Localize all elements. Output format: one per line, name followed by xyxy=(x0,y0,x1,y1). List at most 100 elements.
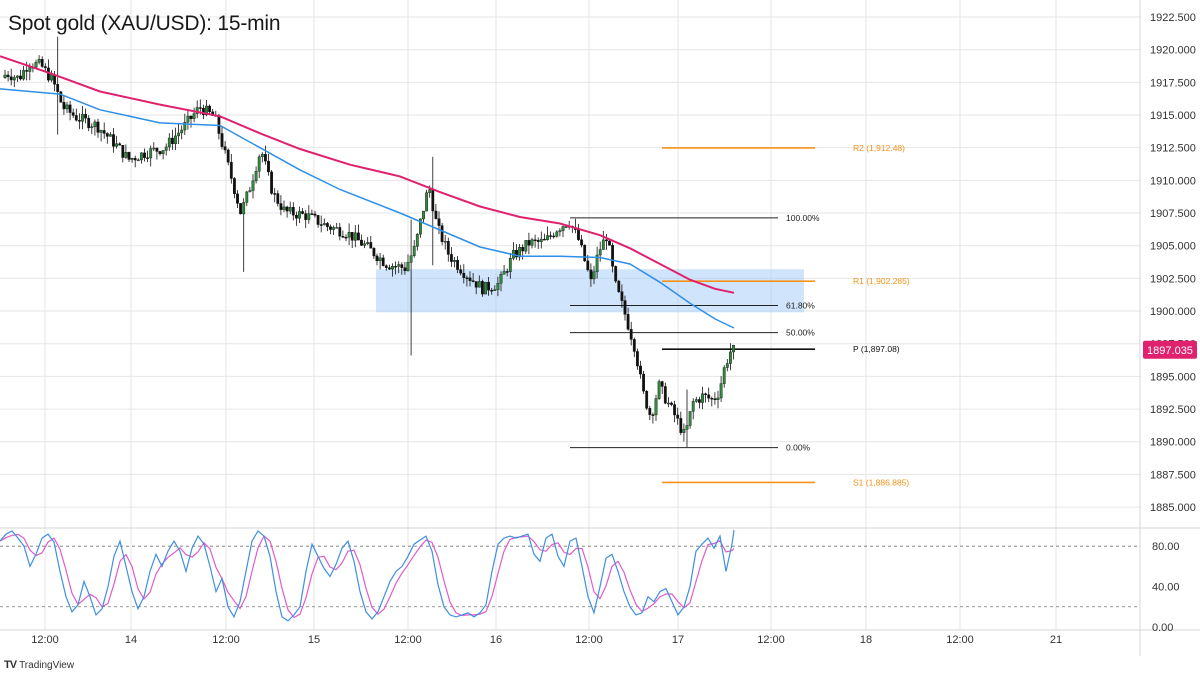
candle-body xyxy=(136,159,140,162)
candle-body xyxy=(611,245,615,267)
candle-body xyxy=(729,351,732,364)
x-tick-label: 16 xyxy=(490,634,502,646)
candle-body xyxy=(288,207,292,212)
candle-body xyxy=(694,399,698,402)
candle-body xyxy=(732,344,735,353)
candle-body xyxy=(527,240,531,246)
candle-body xyxy=(642,373,646,392)
fib-label: 61.80% xyxy=(786,301,815,311)
candle-body xyxy=(539,238,543,242)
candle-body xyxy=(468,277,472,281)
candle-body xyxy=(121,145,125,158)
candle-body xyxy=(412,246,416,257)
y-tick-label: 1902.500 xyxy=(1150,273,1196,285)
candle-body xyxy=(143,152,146,158)
candle-body xyxy=(186,115,190,123)
last-price-tag: 1897.035 xyxy=(1143,340,1197,359)
candle-body xyxy=(229,161,233,179)
candle-body xyxy=(177,132,180,137)
candle-body xyxy=(344,236,348,239)
candle-body xyxy=(505,271,509,273)
pivot-label: S1 (1,886.885) xyxy=(853,477,909,487)
candle-body xyxy=(722,367,726,384)
candle-body xyxy=(425,192,428,212)
candle-body xyxy=(437,218,441,226)
candle-body xyxy=(59,91,63,103)
candle-body xyxy=(524,240,528,252)
candle-body xyxy=(71,112,75,116)
candle-body xyxy=(201,107,205,116)
x-tick-label: 12:00 xyxy=(757,634,785,646)
candle-body xyxy=(115,143,119,147)
x-tick-label: 18 xyxy=(860,634,872,646)
fib-label: 50.00% xyxy=(786,328,815,338)
candle-body xyxy=(679,418,683,433)
candle-body xyxy=(496,282,500,290)
y-tick-label: 1890.000 xyxy=(1150,437,1196,449)
candle-body xyxy=(419,218,422,235)
candle-body xyxy=(533,239,537,241)
candle-body xyxy=(301,211,304,214)
candle-body xyxy=(102,130,106,134)
stoch-tick-label: 0.00 xyxy=(1152,622,1173,634)
y-tick-label: 1900.000 xyxy=(1150,306,1196,318)
candle-body xyxy=(521,246,525,252)
candle-body xyxy=(704,393,708,396)
candle-body xyxy=(698,399,701,403)
candle-body xyxy=(670,402,673,405)
candle-body xyxy=(341,235,345,238)
candle-body xyxy=(654,398,658,416)
candle-body xyxy=(223,146,227,151)
candle-body xyxy=(242,202,246,215)
candle-body xyxy=(493,289,497,291)
candle-body xyxy=(366,242,370,245)
y-tick-label: 1917.500 xyxy=(1150,77,1196,89)
candle-body xyxy=(155,147,159,152)
chart-grid xyxy=(0,0,1140,630)
candle-body xyxy=(68,104,72,113)
axes: 1922.500 1920.000 1917.500 1915.000 1912.500… xyxy=(0,0,1200,656)
candle-body xyxy=(381,257,385,266)
y-tick-label: 1905.000 xyxy=(1150,241,1196,253)
candle-body xyxy=(96,121,100,133)
candle-body xyxy=(152,147,156,150)
candle-body xyxy=(543,238,546,241)
candle-body xyxy=(549,235,553,237)
candle-body xyxy=(139,152,143,161)
candle-body xyxy=(313,213,317,216)
candle-body xyxy=(270,171,273,194)
last-price-label: 1897.035 xyxy=(1147,345,1193,357)
candle-body xyxy=(477,281,481,288)
candle-body xyxy=(623,300,627,315)
candle-body xyxy=(713,398,717,400)
candle-body xyxy=(363,243,366,246)
candle-body xyxy=(484,281,487,295)
stoch-tick-label: 80.00 xyxy=(1152,541,1180,553)
candle-body xyxy=(226,149,230,163)
candle-body xyxy=(127,151,131,160)
candle-body xyxy=(465,277,469,279)
tradingview-logo-icon: TV xyxy=(4,659,17,671)
x-tick-label: 12:00 xyxy=(212,634,240,646)
candle-body xyxy=(335,227,339,229)
candle-body xyxy=(682,429,686,433)
candle-body xyxy=(459,269,463,274)
candle-body xyxy=(583,244,587,262)
candle-body xyxy=(291,207,295,216)
candle-body xyxy=(267,160,270,173)
candle-body xyxy=(81,114,84,122)
candle-body xyxy=(595,254,599,273)
candle-body xyxy=(205,105,208,116)
candle-body xyxy=(586,260,590,271)
candle-body xyxy=(130,158,134,160)
candle-body xyxy=(487,281,490,291)
candle-body xyxy=(648,408,652,415)
candle-body xyxy=(322,223,326,226)
candle-body xyxy=(502,271,506,275)
y-tick-label: 1910.000 xyxy=(1150,175,1196,187)
candle-body xyxy=(536,239,540,242)
candle-body xyxy=(239,203,242,215)
candle-body xyxy=(657,381,661,399)
y-tick-label: 1907.500 xyxy=(1150,208,1196,220)
